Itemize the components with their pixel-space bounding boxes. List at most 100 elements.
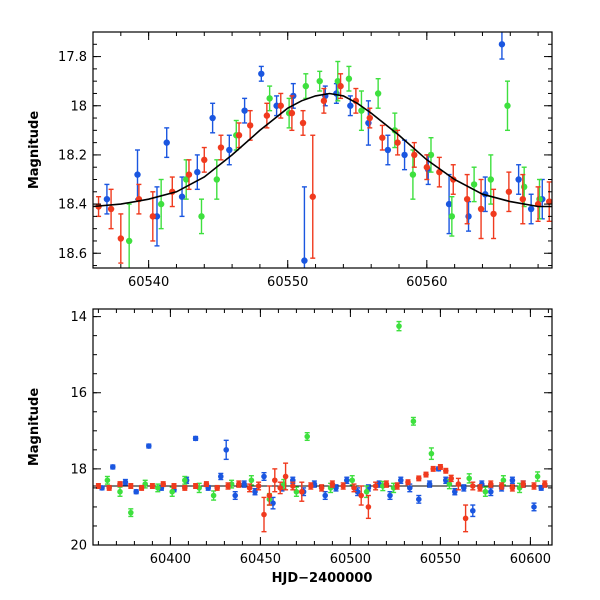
data-point-red: [488, 481, 494, 487]
data-point-green: [210, 492, 217, 499]
data-point-red: [490, 210, 497, 218]
data-point-green: [410, 418, 417, 425]
y-tick-label: 18.4: [58, 198, 87, 213]
data-point-red: [263, 112, 271, 119]
data-point-red: [405, 479, 411, 485]
x-tick-label: 60550: [420, 552, 461, 567]
data-point-red: [366, 114, 373, 122]
bottom-x-axis-label: HJD−2400000: [272, 571, 373, 586]
top-y-axis-label: Magnitude: [27, 111, 42, 190]
y-tick-label: 18: [70, 462, 87, 477]
data-point-blue: [407, 485, 413, 491]
data-point-red: [138, 485, 145, 491]
data-point-red: [266, 492, 273, 499]
data-point-red: [463, 195, 471, 203]
data-point-red: [288, 109, 296, 117]
x-tick-label: 60600: [510, 552, 551, 567]
data-point-red: [318, 485, 325, 491]
y-tick-label: 17.8: [58, 50, 87, 65]
data-point-blue: [301, 257, 308, 264]
data-point-green: [182, 176, 190, 183]
data-point-blue: [146, 443, 152, 449]
data-point-red: [423, 164, 431, 171]
data-point-red: [470, 483, 476, 489]
series-green: [125, 60, 543, 268]
data-point-red: [394, 139, 401, 146]
data-point-blue: [218, 473, 224, 480]
data-point-red: [117, 235, 125, 242]
data-point-blue: [241, 481, 247, 487]
data-point-blue: [133, 488, 139, 495]
data-point-red: [246, 485, 253, 491]
data-point-blue: [416, 496, 422, 503]
y-tick-label: 14: [70, 310, 87, 325]
series-red: [95, 73, 552, 264]
data-point-red: [225, 483, 231, 489]
data-point-red: [160, 481, 166, 487]
data-point-blue: [461, 485, 467, 491]
data-point-green: [345, 75, 353, 82]
data-point-green: [349, 477, 356, 484]
data-point-green: [334, 77, 341, 85]
data-point-blue: [178, 193, 186, 200]
data-point-blue: [387, 492, 393, 499]
data-point-blue: [226, 146, 233, 154]
data-point-green: [504, 102, 511, 109]
data-point-red: [290, 483, 296, 489]
plot-area-top: [93, 32, 552, 268]
data-point-red: [379, 134, 386, 141]
data-point-red: [149, 483, 156, 489]
x-tick-label: 60540: [128, 275, 169, 290]
data-point-red: [192, 483, 199, 489]
data-point-green: [427, 151, 435, 159]
data-point-red: [546, 198, 552, 205]
data-point-red: [255, 483, 262, 489]
data-point-red: [214, 485, 220, 491]
data-point-red: [277, 485, 284, 491]
data-point-red: [542, 481, 548, 487]
data-point-green: [482, 488, 489, 495]
data-point-red: [340, 483, 347, 489]
data-point-red: [477, 485, 483, 491]
top-panel: 60540 60550 60560 17.8 18 18.2 18.4 18.6 Magnit…: [27, 31, 553, 290]
data-point-green: [182, 477, 188, 484]
data-point-green: [104, 477, 111, 484]
data-point-red: [217, 144, 225, 151]
data-point-green: [169, 488, 175, 495]
data-point-red: [128, 483, 134, 489]
y-tick-label: 20: [70, 539, 87, 554]
data-point-blue: [223, 447, 229, 453]
data-point-red: [329, 481, 336, 487]
data-point-red: [372, 483, 379, 489]
data-point-green: [117, 488, 123, 495]
data-point-green: [302, 82, 310, 90]
data-point-green: [248, 477, 255, 484]
data-point-green: [428, 450, 435, 457]
data-point-green: [213, 176, 220, 183]
data-point-red: [337, 82, 344, 90]
data-point-green: [358, 107, 365, 114]
data-point-green: [157, 200, 165, 208]
data-point-green: [316, 77, 323, 85]
data-point-red: [358, 492, 365, 499]
data-point-red: [455, 481, 462, 487]
data-point-red: [509, 485, 516, 491]
data-point-green: [391, 127, 399, 134]
data-point-blue: [384, 146, 392, 154]
y-tick-label: 18: [70, 99, 87, 114]
data-point-red: [383, 481, 390, 487]
data-point-blue: [401, 151, 408, 159]
data-point-blue: [465, 213, 472, 220]
data-point-red: [309, 193, 316, 200]
data-point-green: [500, 477, 507, 484]
data-point-green: [534, 473, 541, 480]
data-point-blue: [470, 507, 476, 514]
data-point-blue: [498, 41, 506, 48]
data-point-blue: [134, 171, 141, 178]
data-point-red: [95, 483, 102, 489]
data-point-red: [246, 122, 254, 129]
series-blue: [99, 435, 544, 518]
data-point-red: [411, 151, 418, 159]
data-point-red: [394, 483, 401, 489]
data-point-green: [266, 95, 273, 102]
